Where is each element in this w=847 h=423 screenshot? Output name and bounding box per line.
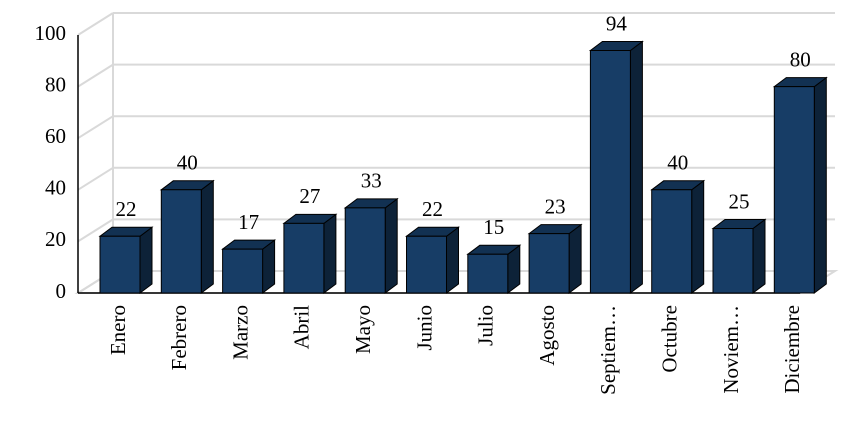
bar-side xyxy=(323,213,337,294)
bar-side xyxy=(200,179,214,294)
y-tick-label: 20 xyxy=(45,227,66,251)
bar-side xyxy=(752,218,766,294)
bar-side xyxy=(813,76,827,294)
x-tick-label: Marzo xyxy=(228,305,252,360)
bar-front xyxy=(467,253,509,294)
value-label: 80 xyxy=(790,47,811,71)
y-tick-label: 80 xyxy=(45,72,66,96)
side-grid-line xyxy=(77,115,114,140)
value-label: 40 xyxy=(667,151,688,175)
bar xyxy=(711,218,767,294)
value-label: 15 xyxy=(483,215,504,239)
bar xyxy=(650,179,706,294)
bar-front xyxy=(528,233,570,294)
y-tick-label: 40 xyxy=(45,176,66,200)
bar-side xyxy=(446,226,459,294)
value-label: 33 xyxy=(361,169,382,193)
value-label: 25 xyxy=(729,189,750,213)
y-tick-label: 0 xyxy=(56,279,67,303)
bar-front xyxy=(651,189,693,294)
bar xyxy=(282,213,338,294)
bar-front xyxy=(406,235,447,294)
value-label: 22 xyxy=(116,197,137,221)
value-label: 94 xyxy=(606,11,628,35)
value-label: 23 xyxy=(545,194,566,218)
bar-side xyxy=(629,40,643,294)
x-tick-label: Septiem… xyxy=(596,305,620,395)
bar xyxy=(588,40,644,294)
x-tick-label: Octubre xyxy=(658,305,682,373)
bar xyxy=(159,179,215,294)
bar-front xyxy=(773,86,815,294)
x-tick-label: Febrero xyxy=(167,305,191,370)
bar-front xyxy=(222,248,264,294)
bar-front xyxy=(344,207,386,294)
value-label: 22 xyxy=(422,197,443,221)
value-label: 27 xyxy=(299,184,320,208)
value-label: 40 xyxy=(177,151,198,175)
side-grid-line xyxy=(77,218,114,243)
x-tick-label: Julio xyxy=(474,305,498,346)
bar-front xyxy=(99,235,141,294)
bar xyxy=(343,197,399,294)
bar xyxy=(221,239,277,294)
bar-front xyxy=(589,49,631,294)
y-tick-label: 60 xyxy=(45,124,66,148)
x-tick-label: Mayo xyxy=(351,305,375,354)
bar-side xyxy=(691,179,705,294)
bar-side xyxy=(568,223,582,294)
value-label: 17 xyxy=(238,210,259,234)
bar xyxy=(772,76,828,294)
bar xyxy=(405,226,460,294)
x-tick-label: Junio xyxy=(412,305,436,351)
bar-front xyxy=(712,228,754,294)
y-tick-label: 100 xyxy=(35,21,67,45)
side-grid-line xyxy=(77,12,114,36)
bar-side xyxy=(139,226,153,294)
bar-side xyxy=(384,197,398,294)
x-tick-label: Abril xyxy=(290,305,314,349)
bar xyxy=(466,244,522,294)
bar-front xyxy=(160,189,202,294)
x-tick-label: Agosto xyxy=(535,305,559,366)
bar xyxy=(527,223,583,294)
x-tick-label: Noviem… xyxy=(719,305,743,394)
x-tick-label: Enero xyxy=(106,305,130,355)
x-tick-label: Diciembre xyxy=(780,305,804,394)
bar xyxy=(98,226,154,294)
side-grid-line xyxy=(77,166,114,191)
side-grid-line xyxy=(77,63,114,88)
bar-front xyxy=(283,222,325,294)
